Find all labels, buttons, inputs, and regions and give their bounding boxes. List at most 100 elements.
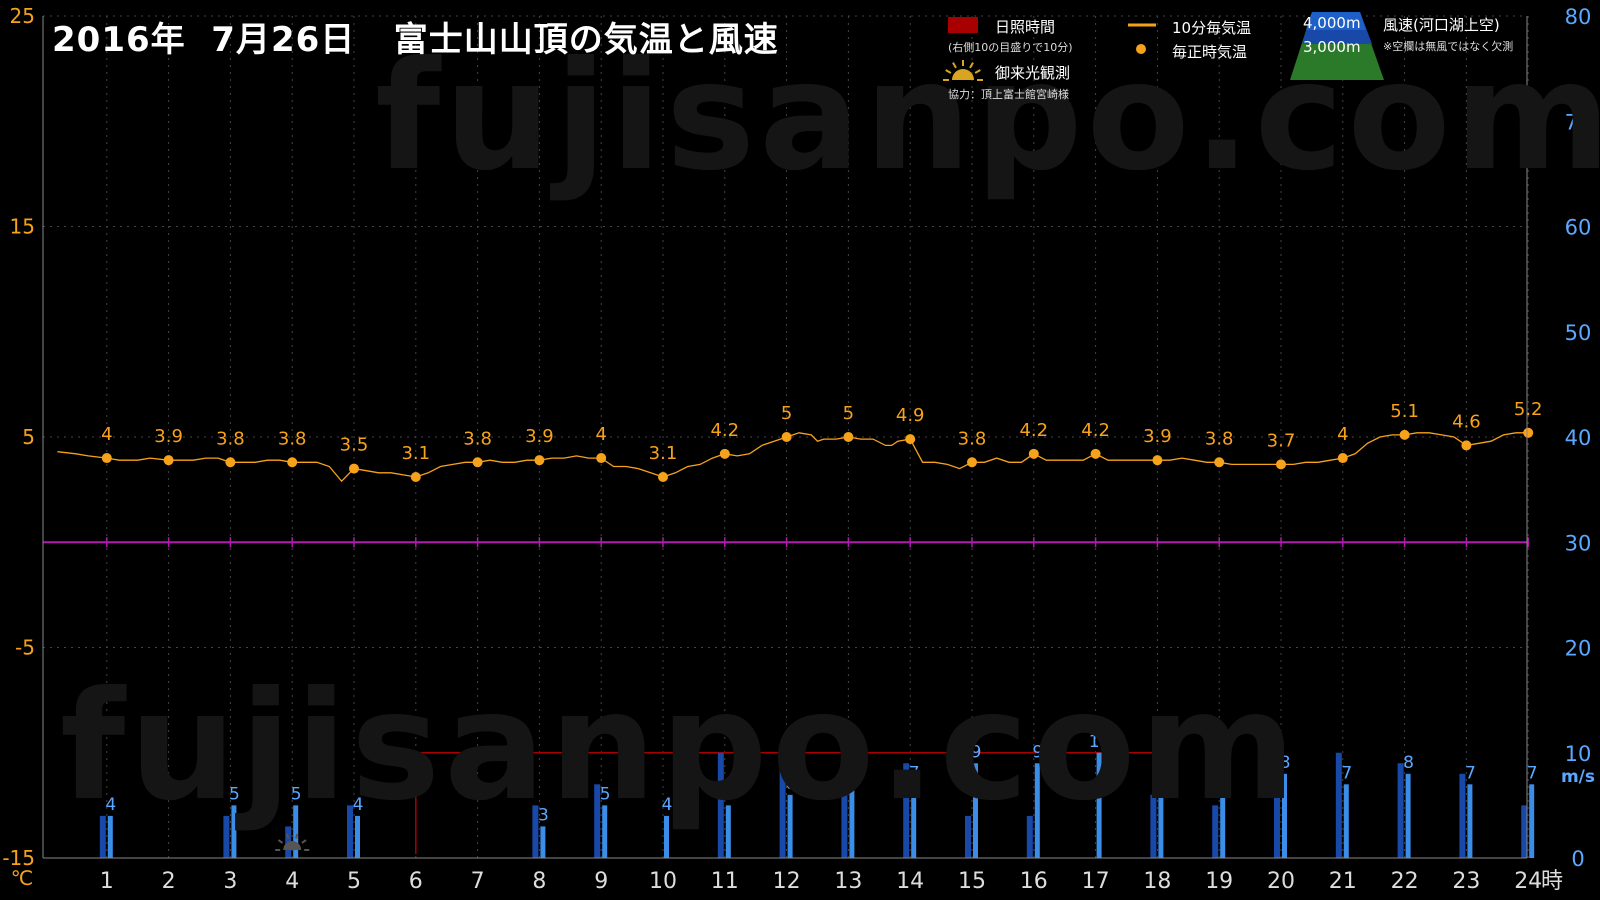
wind-3000-bar <box>973 763 978 858</box>
watermark-top: fujisanpo.com <box>375 30 1600 204</box>
temp-value-label: 4.6 <box>1452 411 1481 432</box>
temp-hourly-point <box>1399 429 1410 440</box>
wind-4000-bar <box>532 805 539 858</box>
wind-value-label: 7 <box>1527 763 1538 783</box>
wind-3000-bar <box>725 805 731 858</box>
wind-4000-bar <box>717 752 724 858</box>
sunshine-series <box>415 752 1158 854</box>
temp-value-label: 4 <box>595 424 606 445</box>
wind-4000-bar <box>1026 815 1033 858</box>
right-tick-label: 50 <box>1565 321 1592 345</box>
temp-value-label: 3.5 <box>340 435 369 456</box>
temp-hourly-point <box>472 457 483 468</box>
wind-3000-bar <box>1343 784 1349 858</box>
wind-3000-bar <box>293 805 299 858</box>
temp-value-label: 3.8 <box>278 428 307 449</box>
legend-temp10-label: 10分毎気温 <box>1172 19 1252 37</box>
right-tick-label: 10 <box>1565 742 1592 766</box>
wind-value-label: 6 <box>785 774 796 794</box>
wind-3000-bar <box>664 815 669 858</box>
temp-value-label: 3.8 <box>463 428 492 449</box>
temp-hourly-point <box>1276 459 1286 470</box>
temp-hourly-point <box>163 455 174 466</box>
wind-4000-bar <box>594 784 601 858</box>
wind-value-label: 5 <box>723 784 734 804</box>
legend-alt4000: 4,000m <box>1303 14 1361 32</box>
wind-3000-bar <box>1220 794 1226 858</box>
temp-value-label: 4.2 <box>710 420 739 441</box>
right-tick-label: 30 <box>1565 531 1592 555</box>
right-tick-label: 40 <box>1565 426 1592 450</box>
wind-4000-bar <box>1335 752 1342 858</box>
legend-sun-ray <box>945 69 952 74</box>
wind-4000-bar <box>965 815 971 858</box>
right-axis-unit: m/s <box>1561 767 1595 787</box>
wind-4000-bar <box>1274 794 1280 858</box>
temp-hourly-point <box>225 457 236 468</box>
temp-hourly-point <box>658 471 668 482</box>
temp-hourly-point <box>719 448 730 459</box>
temp-value-label: 4 <box>1337 424 1348 445</box>
x-tick-label: 10 <box>649 869 677 894</box>
x-axis-unit: 時 <box>1541 869 1563 894</box>
left-tick-label: 15 <box>10 215 35 239</box>
wind-value-label: 9 <box>971 742 982 762</box>
legend-sun-ray <box>969 62 974 69</box>
x-tick-label: 9 <box>594 869 608 894</box>
wind-value-label: 5 <box>600 784 611 804</box>
wind-3000-bar <box>849 784 855 858</box>
right-tick-label: 20 <box>1565 637 1592 661</box>
x-tick-label: 14 <box>896 869 924 894</box>
wind-3000-bar <box>231 805 237 858</box>
temp-value-label: 3.8 <box>1205 428 1234 449</box>
temp-hourly-point <box>1152 455 1163 466</box>
legend-alt3000: 3,000m <box>1303 38 1361 56</box>
wind-value-label: 7 <box>1156 763 1167 783</box>
wind-3000-bar <box>355 815 360 858</box>
wind-4000-bar <box>1521 805 1528 858</box>
x-tick-label: 4 <box>285 869 299 894</box>
wind-4000-bar <box>347 805 353 858</box>
legend-sun-ray <box>974 69 981 74</box>
x-tick-label: 3 <box>223 869 237 894</box>
wind-3000-bar <box>602 805 608 858</box>
legend-sun-ray <box>952 62 957 69</box>
goraiko-sun-ray <box>301 839 307 844</box>
temp-hourly-point <box>1337 453 1348 464</box>
wind-3000-bar <box>1096 752 1102 858</box>
wind-4000-bar <box>1459 773 1466 858</box>
wind-4000-bar <box>99 815 106 858</box>
legend-temphourly-swatch <box>1136 44 1146 54</box>
temp-value-label: 3.9 <box>1143 426 1172 447</box>
temp-hourly-point <box>781 432 792 442</box>
x-tick-label: 17 <box>1082 869 1110 894</box>
wind-value-label: 7 <box>1465 763 1476 783</box>
wind-value-label: 4 <box>105 795 116 815</box>
x-tick-label: 21 <box>1329 869 1357 894</box>
x-tick-label: 11 <box>711 869 739 894</box>
legend-sunshine-label: 日照時間 <box>995 18 1056 36</box>
wind-4000-bar <box>903 763 910 858</box>
temp-value-label: 3.9 <box>154 426 183 447</box>
goraiko-sun-ray <box>294 833 299 839</box>
wind-3000-bar <box>540 826 546 858</box>
temp-hourly-point <box>843 432 854 442</box>
wind-4000-bar <box>223 815 230 858</box>
wind-3000-bar <box>787 794 793 858</box>
temp-hourly-point <box>1523 427 1534 438</box>
temp-value-label: 3.1 <box>401 443 430 464</box>
wind-value-label: 8 <box>1403 753 1414 773</box>
x-tick-label: 24 <box>1514 869 1542 894</box>
temp-hourly-point <box>967 457 977 468</box>
chart-title: 2016年 7月26日 富士山山頂の気温と風速 <box>52 20 779 60</box>
goraiko-sun-body <box>283 841 302 850</box>
legend-sun-body <box>952 69 974 80</box>
temp-value-label: 3.9 <box>525 426 554 447</box>
legend-temphourly-label: 毎正時気温 <box>1172 43 1248 61</box>
legend-mountain-icon <box>1290 12 1384 80</box>
wind-value-label: 3 <box>538 805 549 825</box>
wind-value-label: 4 <box>353 795 364 815</box>
temp-hourly-point <box>1028 448 1039 459</box>
wind-3000-bar <box>1158 784 1164 858</box>
